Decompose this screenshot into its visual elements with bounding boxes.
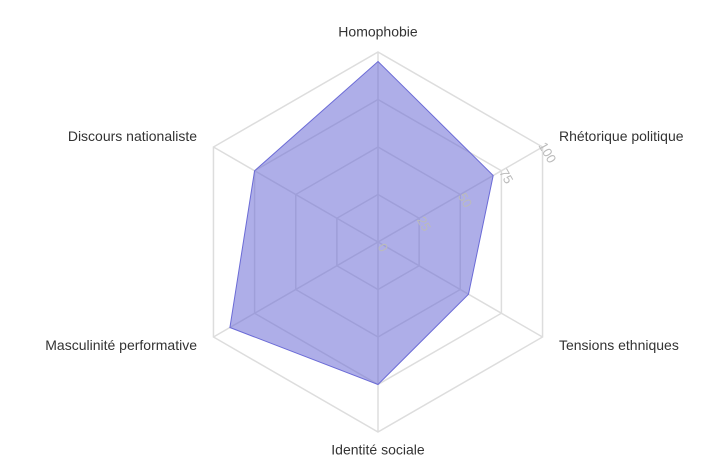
axis-label: Rhétorique politique — [559, 128, 684, 144]
axis-label: Masculinité performative — [45, 337, 197, 353]
tick-label: 100 — [536, 139, 560, 165]
axis-label: Tensions ethniques — [559, 337, 679, 353]
axis-label: Discours nationaliste — [68, 128, 197, 144]
axis-label: Homophobie — [338, 24, 418, 40]
tick-label: 50 — [455, 190, 475, 210]
data-area — [229, 60, 494, 386]
axis-label: Identité sociale — [331, 442, 425, 455]
tick-label: 75 — [496, 166, 516, 186]
tick-label: 25 — [414, 214, 434, 234]
